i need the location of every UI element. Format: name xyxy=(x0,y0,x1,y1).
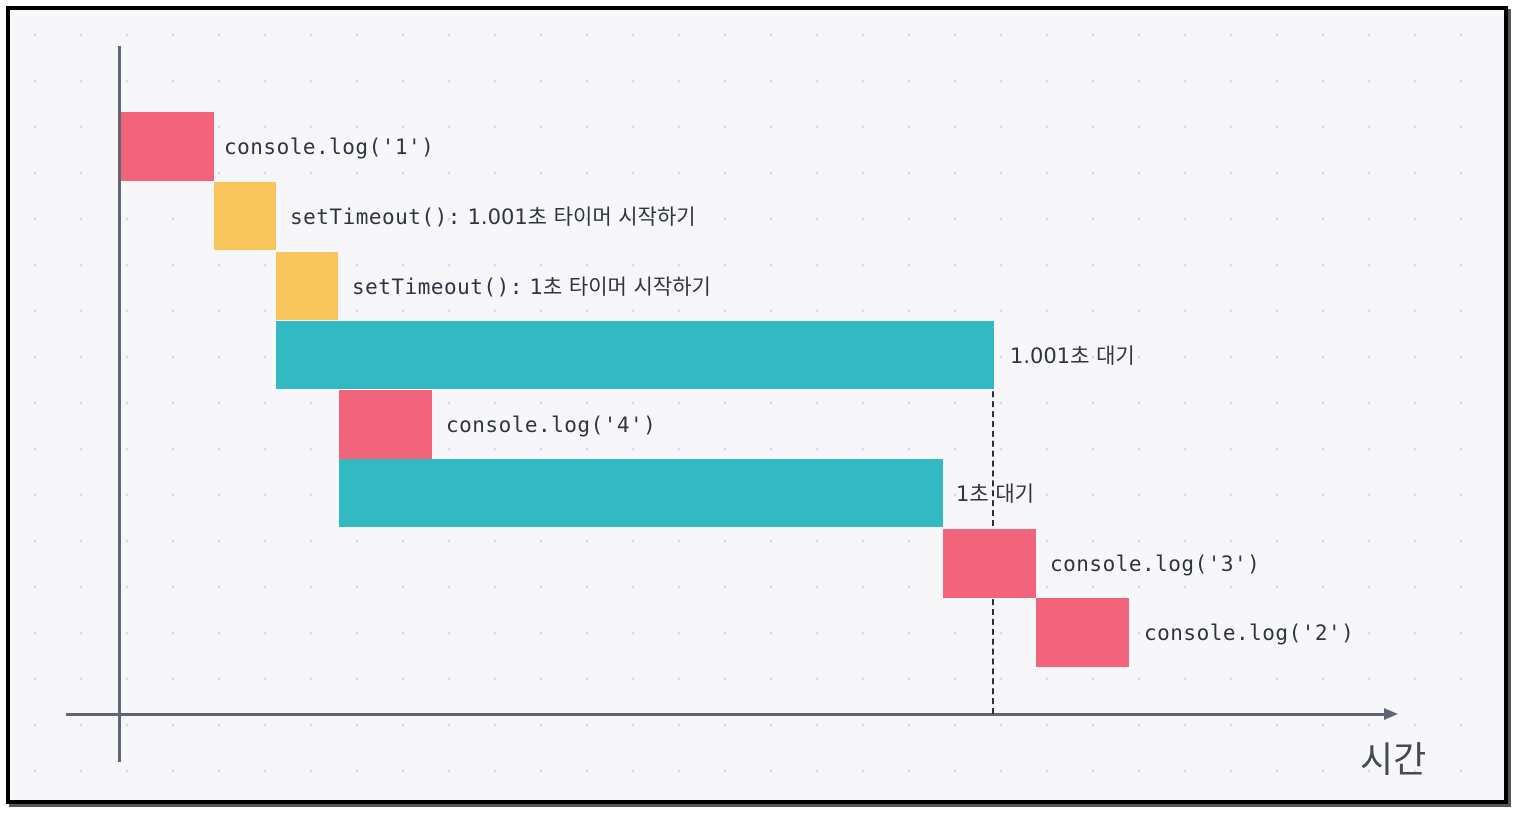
label-timer-1000: setTimeout(): 1초 타이머 시작하기 xyxy=(352,277,711,298)
block-log-4 xyxy=(339,390,432,459)
label-wait-1000: 1초 대기 xyxy=(956,482,1034,506)
label-wait-1001: 1.001초 대기 xyxy=(1010,344,1135,368)
block-timer-1001 xyxy=(214,182,276,250)
label-log-1: console.log('1') xyxy=(224,135,435,159)
label-timer-1001-code: setTimeout(): xyxy=(290,205,461,229)
block-wait-1001 xyxy=(276,321,994,389)
block-log-2 xyxy=(1036,598,1129,667)
label-log-2: console.log('2') xyxy=(1144,621,1355,645)
vertical-axis xyxy=(118,46,121,762)
block-timer-1000 xyxy=(276,252,338,320)
label-timer-1001: setTimeout(): 1.001초 타이머 시작하기 xyxy=(290,207,696,228)
time-axis-arrow-icon xyxy=(1384,708,1398,720)
timer-deadline-line xyxy=(992,322,994,714)
block-log-1 xyxy=(121,112,214,181)
time-axis xyxy=(66,713,1384,716)
label-timer-1000-text: 1초 타이머 시작하기 xyxy=(529,275,711,299)
label-log-3: console.log('3') xyxy=(1050,552,1261,576)
block-log-3 xyxy=(943,529,1036,598)
time-axis-label: 시간 xyxy=(1360,740,1427,781)
diagram-frame: console.log('1') setTimeout(): 1.001초 타이… xyxy=(6,6,1508,804)
label-timer-1000-code: setTimeout(): xyxy=(352,275,523,299)
label-timer-1001-text: 1.001초 타이머 시작하기 xyxy=(467,205,696,229)
block-wait-1000 xyxy=(339,459,943,527)
label-log-4: console.log('4') xyxy=(446,413,657,437)
